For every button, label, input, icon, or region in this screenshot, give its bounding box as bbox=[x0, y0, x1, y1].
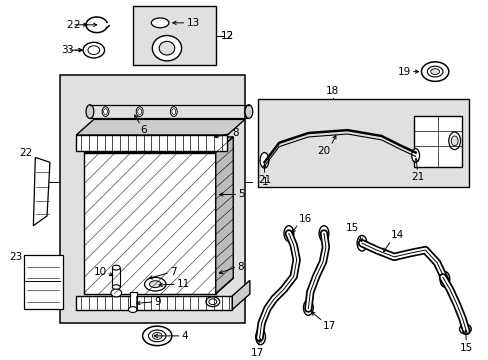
Polygon shape bbox=[84, 153, 215, 294]
Ellipse shape bbox=[149, 281, 161, 288]
Bar bbox=[133, 6, 215, 65]
Polygon shape bbox=[84, 137, 233, 153]
Ellipse shape bbox=[112, 265, 120, 270]
Ellipse shape bbox=[111, 289, 122, 297]
Bar bbox=[130, 292, 137, 310]
Ellipse shape bbox=[255, 329, 265, 345]
Text: 9: 9 bbox=[154, 297, 161, 307]
Ellipse shape bbox=[208, 299, 216, 305]
Text: 14: 14 bbox=[390, 230, 404, 240]
Text: 1: 1 bbox=[261, 177, 267, 187]
Bar bbox=[60, 75, 244, 323]
Bar bbox=[76, 296, 232, 310]
Bar bbox=[413, 117, 462, 167]
Ellipse shape bbox=[142, 326, 171, 346]
Text: 19: 19 bbox=[397, 67, 410, 77]
Text: 23: 23 bbox=[9, 252, 22, 262]
Text: 21: 21 bbox=[257, 175, 270, 185]
Bar bbox=[112, 267, 120, 287]
Ellipse shape bbox=[205, 297, 219, 307]
Ellipse shape bbox=[171, 109, 175, 114]
Text: 8: 8 bbox=[232, 128, 239, 138]
Text: 11: 11 bbox=[176, 279, 189, 289]
Text: 18: 18 bbox=[325, 86, 339, 96]
Bar bbox=[76, 135, 227, 150]
Ellipse shape bbox=[448, 132, 460, 150]
Ellipse shape bbox=[430, 69, 439, 75]
Ellipse shape bbox=[450, 136, 457, 146]
Ellipse shape bbox=[136, 107, 143, 117]
Text: 16: 16 bbox=[298, 214, 311, 224]
Ellipse shape bbox=[102, 107, 109, 117]
Ellipse shape bbox=[170, 107, 177, 117]
Text: 3: 3 bbox=[65, 45, 72, 55]
Ellipse shape bbox=[88, 46, 100, 54]
Ellipse shape bbox=[152, 36, 181, 61]
Ellipse shape bbox=[319, 226, 328, 241]
Text: 5: 5 bbox=[238, 189, 244, 199]
Text: 15: 15 bbox=[345, 224, 358, 234]
Ellipse shape bbox=[411, 149, 419, 162]
Bar bbox=[257, 99, 468, 187]
Ellipse shape bbox=[138, 109, 142, 114]
Ellipse shape bbox=[303, 300, 313, 315]
Ellipse shape bbox=[86, 105, 94, 118]
Ellipse shape bbox=[427, 66, 442, 77]
Text: 12: 12 bbox=[220, 31, 233, 41]
Ellipse shape bbox=[356, 235, 366, 251]
Text: 21: 21 bbox=[410, 172, 424, 182]
Polygon shape bbox=[215, 137, 233, 294]
Text: 8: 8 bbox=[237, 262, 244, 272]
Ellipse shape bbox=[144, 277, 165, 291]
Text: 7: 7 bbox=[169, 267, 176, 278]
Ellipse shape bbox=[148, 330, 165, 342]
Ellipse shape bbox=[439, 271, 449, 287]
Text: 20: 20 bbox=[317, 146, 330, 156]
Text: 6: 6 bbox=[141, 125, 147, 135]
Ellipse shape bbox=[152, 333, 162, 339]
Text: 12: 12 bbox=[220, 31, 233, 41]
Ellipse shape bbox=[112, 285, 120, 289]
Ellipse shape bbox=[459, 324, 470, 334]
Text: 2: 2 bbox=[73, 20, 80, 30]
Ellipse shape bbox=[159, 41, 174, 55]
Polygon shape bbox=[232, 280, 249, 310]
Text: 17: 17 bbox=[250, 348, 264, 357]
Text: 22: 22 bbox=[19, 148, 32, 158]
Ellipse shape bbox=[284, 226, 293, 241]
Polygon shape bbox=[33, 157, 50, 226]
Ellipse shape bbox=[421, 62, 448, 81]
Text: 17: 17 bbox=[323, 321, 336, 331]
Text: 13: 13 bbox=[186, 18, 199, 28]
Ellipse shape bbox=[244, 105, 252, 118]
Text: 10: 10 bbox=[93, 267, 106, 278]
Text: 2: 2 bbox=[65, 20, 72, 30]
Ellipse shape bbox=[103, 109, 107, 114]
Text: 3: 3 bbox=[61, 45, 67, 55]
Bar bbox=[23, 255, 62, 309]
Ellipse shape bbox=[260, 153, 268, 168]
Text: 15: 15 bbox=[459, 343, 472, 353]
Polygon shape bbox=[76, 120, 244, 135]
Ellipse shape bbox=[128, 307, 137, 312]
Text: 4: 4 bbox=[181, 331, 188, 341]
Ellipse shape bbox=[83, 42, 104, 58]
Ellipse shape bbox=[151, 18, 168, 28]
